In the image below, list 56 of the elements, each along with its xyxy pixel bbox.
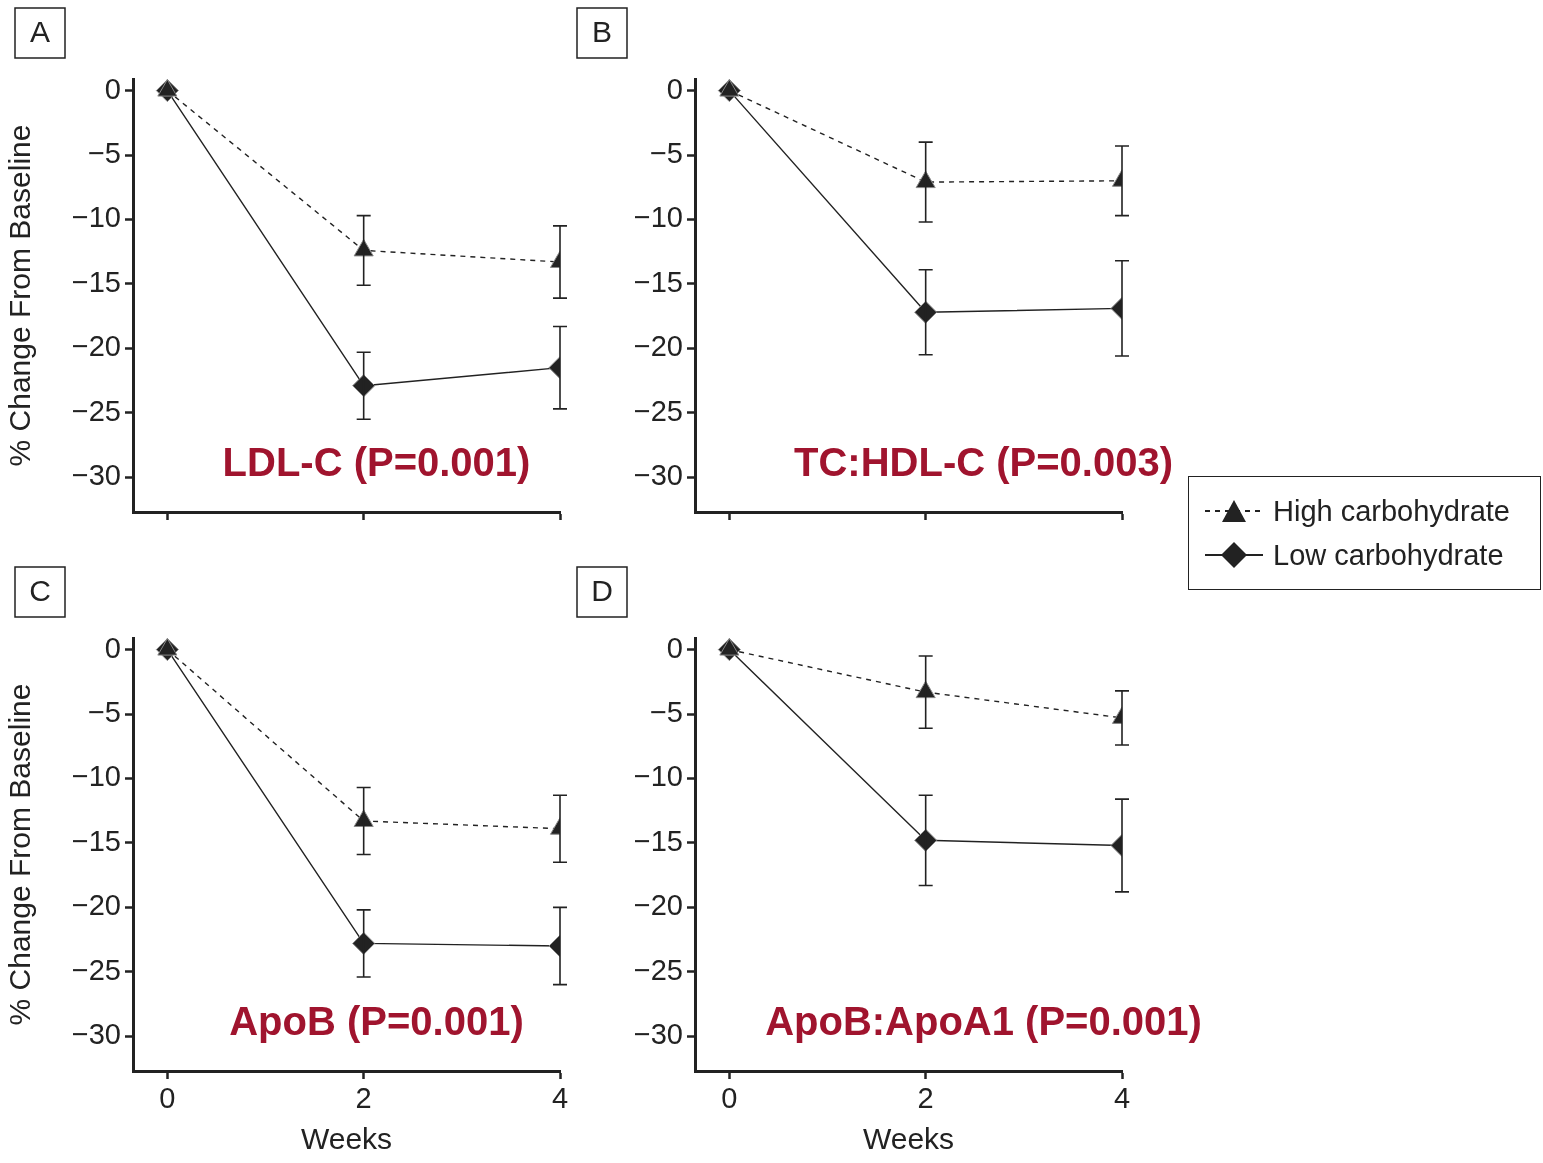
y-tick-label: −30 <box>633 459 683 492</box>
y-axis-title: % Change From Baseline <box>3 124 37 467</box>
x-axis-title: Weeks <box>862 1122 955 1156</box>
point <box>915 680 936 699</box>
y-tick-label: −25 <box>71 953 121 986</box>
y-tick-label: −5 <box>649 696 683 729</box>
x-tick-label: 2 <box>355 1082 372 1115</box>
point <box>157 79 178 97</box>
y-tick-label: −25 <box>71 394 121 427</box>
chart-title: B <box>591 15 613 49</box>
y-tick-label: −5 <box>649 137 683 170</box>
y-tick-label: −25 <box>633 394 683 427</box>
legend-label: High carbohydrate <box>1273 494 1510 528</box>
y-tick-label: −10 <box>633 201 683 234</box>
y-tick-label: −25 <box>633 953 683 986</box>
y-axis-title: % Change From Baseline <box>3 683 37 1026</box>
y-tick-label: 0 <box>666 72 683 105</box>
annotation: ApoB:ApoA1 (P=0.001) <box>765 999 1202 1044</box>
y-tick-label: −30 <box>71 459 121 492</box>
chart-title: D <box>591 574 613 608</box>
y-tick-label: 0 <box>104 72 121 105</box>
y-tick-label: −15 <box>71 265 121 298</box>
y-tick-label: −20 <box>633 889 683 922</box>
point <box>915 170 936 189</box>
point <box>353 238 374 257</box>
annotation: TC:HDL-C (P=0.003) <box>794 440 1173 485</box>
annotation: ApoB (P=0.001) <box>229 999 524 1044</box>
annotation: LDL-C (P=0.001) <box>222 440 531 485</box>
y-tick-label: −10 <box>71 760 121 793</box>
y-tick-label: −30 <box>71 1018 121 1051</box>
x-tick-label: 0 <box>159 1082 176 1115</box>
x-tick-label: 2 <box>917 1082 934 1115</box>
x-tick-label: 0 <box>721 1082 738 1115</box>
y-tick-label: −5 <box>87 696 121 729</box>
y-tick-label: −5 <box>87 137 121 170</box>
y-tick-label: 0 <box>104 631 121 664</box>
y-tick-label: −30 <box>633 1018 683 1051</box>
chart-title: A <box>29 15 51 49</box>
point <box>353 809 374 827</box>
y-tick-label: −20 <box>633 330 683 363</box>
y-tick-label: 0 <box>666 631 683 664</box>
point <box>157 638 178 656</box>
legend-label: Low carbohydrate <box>1273 538 1504 572</box>
y-tick-label: −10 <box>71 201 121 234</box>
x-axis-title: Weeks <box>300 1122 393 1156</box>
y-tick-label: −15 <box>71 824 121 857</box>
point <box>719 79 740 97</box>
y-tick-label: −10 <box>633 760 683 793</box>
y-tick-label: −15 <box>633 265 683 298</box>
y-tick-label: −20 <box>71 330 121 363</box>
y-tick-label: −15 <box>633 824 683 857</box>
x-tick-label: 4 <box>1113 1082 1131 1115</box>
chart-title: C <box>29 574 51 608</box>
x-tick-label: 4 <box>551 1082 569 1115</box>
y-tick-label: −20 <box>71 889 121 922</box>
point <box>719 638 740 656</box>
